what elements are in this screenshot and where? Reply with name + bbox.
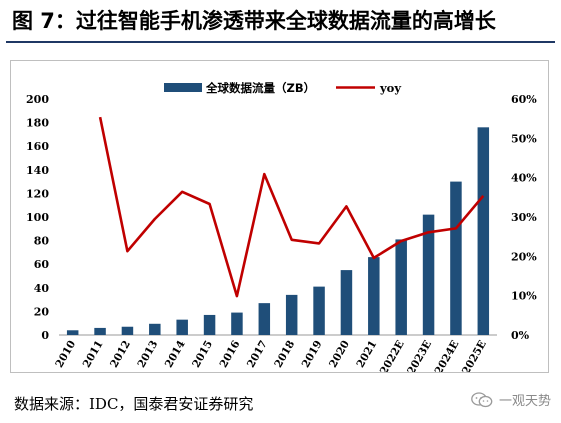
bar (231, 312, 243, 335)
x-tick-label: 2021 (354, 339, 379, 370)
bar (477, 127, 490, 335)
y-left-tick-label: 180 (26, 117, 49, 130)
bar (94, 327, 106, 335)
tick-labels-layer: 0 20 40 60 80 100 120 140 160 180 200 0% 10% 20% 30% 40… (26, 93, 537, 372)
title-rule (6, 41, 555, 43)
x-tick-label: 2016 (218, 339, 243, 370)
legend: 全球数据流量（ZB） yoy (164, 81, 401, 95)
source-note: 数据来源：IDC，国泰君安证券研究 (14, 395, 254, 413)
chart-frame: 0 20 40 60 80 100 120 140 160 180 200 0% 10% 20% 30% 40… (10, 60, 549, 373)
bars-layer (66, 127, 490, 335)
y-right-tick-label: 60% (511, 93, 537, 106)
y-left-tick-label: 80 (34, 235, 50, 248)
bar (422, 214, 435, 335)
x-tick-label: 2011 (81, 339, 106, 370)
bar (66, 330, 79, 335)
y-left-tick-label: 60 (34, 258, 50, 271)
x-tick-label: 2013 (135, 339, 160, 370)
y-left-tick-label: 0 (41, 329, 49, 342)
watermark-text: 一观天势 (498, 394, 551, 409)
y-left-tick-label: 160 (26, 140, 49, 153)
watermark: 一观天势 (471, 390, 551, 409)
x-tick-label: 2019 (300, 339, 325, 370)
bar (395, 239, 407, 335)
bar (258, 303, 271, 335)
yoy-line (98, 116, 485, 298)
figure-title: 图 7：过往智能手机渗透带来全球数据流量的高增长 (12, 9, 496, 33)
y-right-tick-label: 20% (511, 250, 537, 263)
x-tick-label: 2020 (327, 339, 352, 370)
x-tick-label: 2015 (190, 339, 215, 370)
y-left-tick-label: 100 (26, 211, 49, 224)
y-right-tick-label: 50% (511, 132, 537, 145)
y-right-tick-label: 40% (511, 172, 537, 185)
x-tick-label: 2014 (163, 339, 188, 370)
bar (340, 270, 353, 335)
y-right-tick-label: 0% (511, 329, 530, 342)
x-tick-label: 2018 (272, 339, 297, 370)
x-tick-label: 2017 (245, 339, 270, 370)
y-left-tick-label: 20 (34, 305, 50, 318)
x-tick-label: 2022E (378, 339, 407, 373)
legend-line-label: yoy (379, 81, 401, 95)
y-right-tick-label: 10% (511, 290, 537, 303)
legend-bar-swatch (164, 83, 202, 92)
bar (285, 294, 298, 335)
x-tick-label: 2025E (460, 339, 489, 373)
bar (149, 323, 161, 335)
bar (313, 286, 325, 335)
traffic-chart: 0 20 40 60 80 100 120 140 160 180 200 0% 10% 20% 30% 40… (26, 81, 537, 372)
bar (176, 319, 188, 335)
x-tick-label: 2012 (108, 339, 133, 370)
y-left-tick-label: 140 (26, 164, 49, 177)
y-left-tick-label: 200 (26, 93, 49, 106)
bar (121, 326, 134, 335)
y-left-tick-label: 40 (34, 282, 50, 295)
legend-bar-label: 全球数据流量（ZB） (205, 81, 315, 95)
bar (368, 257, 380, 335)
x-tick-label: 2010 (53, 339, 78, 370)
x-tick-label: 2023E (405, 339, 434, 373)
bar (203, 314, 216, 335)
y-right-tick-label: 30% (511, 211, 537, 224)
x-tick-label: 2024E (433, 339, 462, 373)
yoy-line-layer (98, 116, 485, 298)
bar (450, 181, 462, 335)
y-left-tick-label: 120 (26, 187, 49, 200)
wechat-icon (471, 391, 493, 407)
